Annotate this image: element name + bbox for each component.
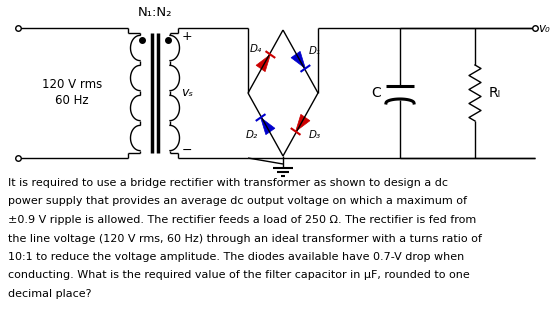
Text: vₛ: vₛ xyxy=(181,86,193,100)
Text: D₂: D₂ xyxy=(246,130,258,140)
Text: D₃: D₃ xyxy=(309,130,321,140)
Text: D₁: D₁ xyxy=(309,47,321,57)
Text: D₄: D₄ xyxy=(249,44,262,54)
Text: +: + xyxy=(182,29,192,43)
Text: 120 V rms: 120 V rms xyxy=(42,79,102,91)
Text: 10:1 to reduce the voltage amplitude. The diodes available have 0.7-V drop when: 10:1 to reduce the voltage amplitude. Th… xyxy=(8,252,465,262)
Text: conducting. What is the required value of the filter capacitor in μF, rounded to: conducting. What is the required value o… xyxy=(8,270,469,280)
Text: Rₗ: Rₗ xyxy=(489,86,501,100)
Text: C: C xyxy=(371,86,381,100)
Text: N₁:N₂: N₁:N₂ xyxy=(138,7,172,19)
Text: v₀: v₀ xyxy=(538,22,550,34)
Polygon shape xyxy=(260,118,275,135)
Text: −: − xyxy=(182,143,192,156)
Text: ±0.9 V ripple is allowed. The rectifier feeds a load of 250 Ω. The rectifier is : ±0.9 V ripple is allowed. The rectifier … xyxy=(8,215,476,225)
Text: the line voltage (120 V rms, 60 Hz) through an ideal transformer with a turns ra: the line voltage (120 V rms, 60 Hz) thro… xyxy=(8,233,482,244)
Text: It is required to use a bridge rectifier with transformer as shown to design a d: It is required to use a bridge rectifier… xyxy=(8,178,448,188)
Text: 60 Hz: 60 Hz xyxy=(55,95,89,107)
Polygon shape xyxy=(256,54,270,72)
Polygon shape xyxy=(296,114,310,131)
Polygon shape xyxy=(291,51,305,69)
Text: decimal place?: decimal place? xyxy=(8,289,91,299)
Text: power supply that provides an average dc output voltage on which a maximum of: power supply that provides an average dc… xyxy=(8,197,467,207)
